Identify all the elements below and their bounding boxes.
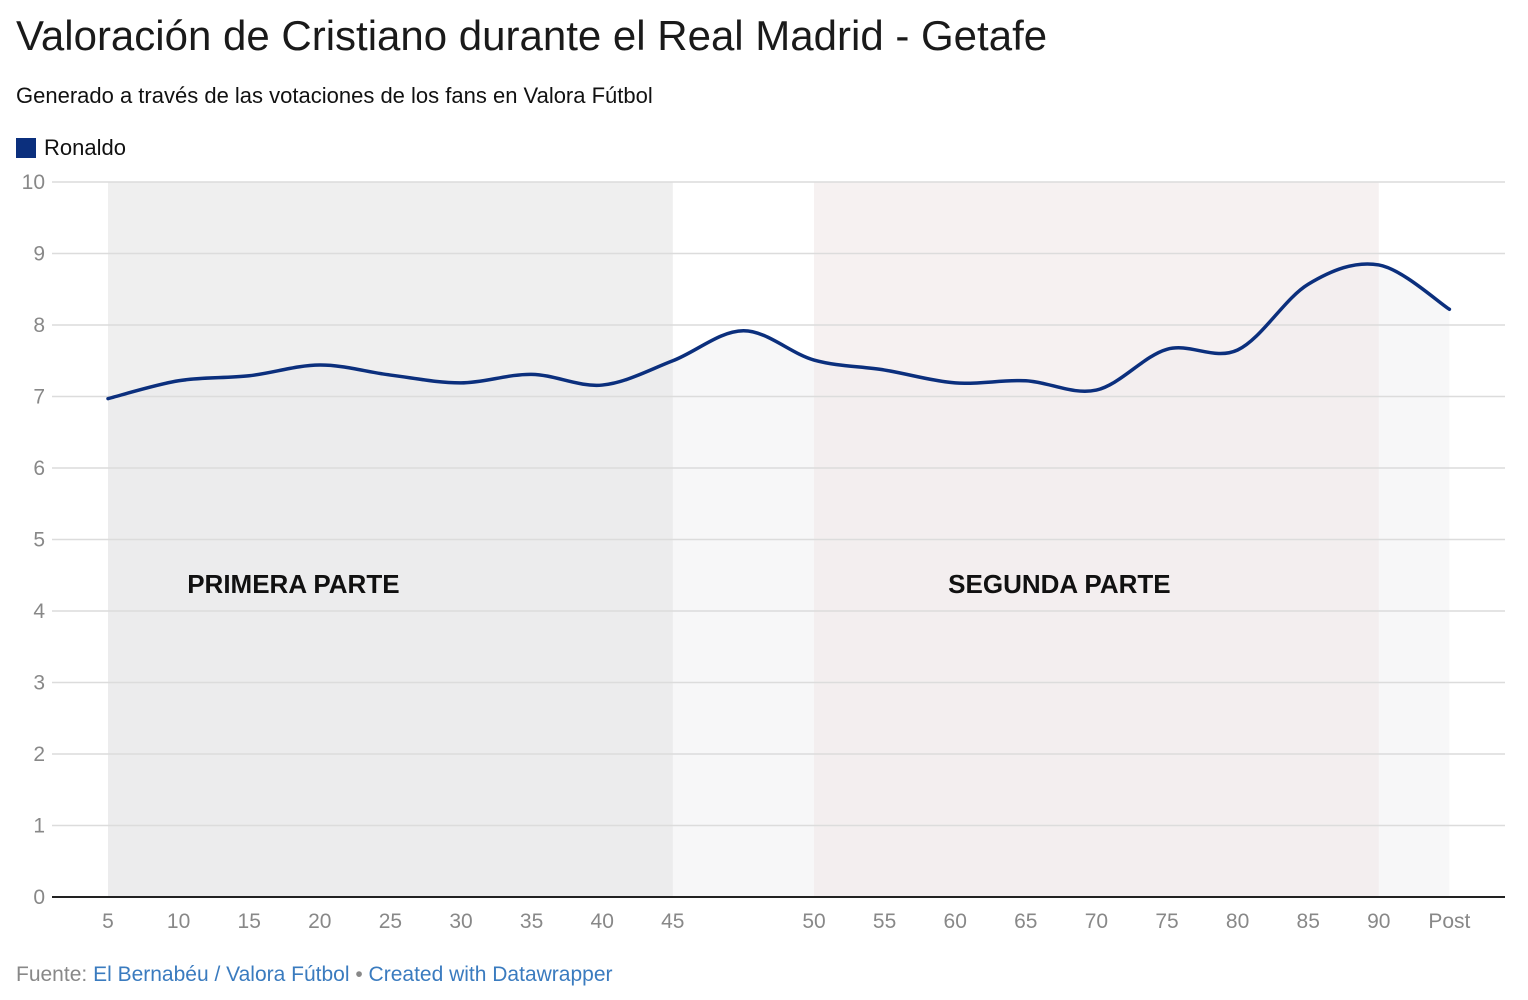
y-tick-label: 2	[33, 743, 45, 766]
data-point	[1377, 263, 1381, 267]
data-point	[177, 379, 181, 383]
datawrapper-link[interactable]: Created with Datawrapper	[368, 963, 613, 986]
separator: •	[355, 963, 363, 986]
x-tick-label: 85	[1297, 910, 1320, 933]
data-point	[106, 397, 110, 401]
x-tick-label: Post	[1428, 910, 1470, 933]
data-point	[671, 359, 675, 363]
x-tick-label: 5	[102, 910, 114, 933]
x-tick-label: 15	[238, 910, 261, 933]
data-point	[1094, 388, 1098, 392]
y-tick-label: 9	[33, 243, 45, 266]
x-tick-label: 60	[944, 910, 967, 933]
x-tick-label: 25	[379, 910, 402, 933]
x-tick-label: 75	[1155, 910, 1178, 933]
chart-title: Valoración de Cristiano durante el Real …	[16, 12, 1048, 59]
footer: Fuente: El Bernabéu / Valora Fútbol • Cr…	[16, 963, 613, 987]
data-point	[1447, 307, 1451, 311]
data-point	[1236, 348, 1240, 352]
data-point	[388, 373, 392, 377]
x-tick-label: 20	[308, 910, 331, 933]
legend-label: Ronaldo	[44, 135, 126, 160]
legend-swatch	[16, 138, 36, 158]
series-line-ronaldo	[106, 262, 1452, 401]
y-tick-label: 5	[33, 529, 45, 552]
data-point	[812, 358, 816, 362]
y-tick-label: 1	[33, 815, 45, 838]
x-tick-label: 45	[661, 910, 684, 933]
y-tick-label: 4	[33, 600, 45, 623]
x-tick-label: 40	[591, 910, 614, 933]
data-point	[741, 329, 745, 333]
x-tick-label: 55	[873, 910, 896, 933]
x-tick-label: 35	[520, 910, 543, 933]
data-point	[1165, 347, 1169, 351]
source-label: Fuente:	[16, 963, 88, 986]
data-point	[1306, 282, 1310, 286]
data-point	[530, 372, 534, 376]
x-tick-label: 10	[167, 910, 190, 933]
y-tick-label: 6	[33, 457, 45, 480]
y-tick-label: 7	[33, 386, 45, 409]
band-label: PRIMERA PARTE	[187, 569, 399, 599]
data-point	[318, 363, 322, 367]
data-point	[1024, 379, 1028, 383]
x-tick-label: 80	[1226, 910, 1249, 933]
source-link[interactable]: El Bernabéu / Valora Fútbol	[93, 963, 350, 986]
y-tick-label: 0	[33, 886, 45, 909]
x-tick-label: 65	[1014, 910, 1037, 933]
x-tick-label: 90	[1367, 910, 1390, 933]
data-point	[953, 381, 957, 385]
data-point	[600, 383, 604, 387]
x-tick-label: 70	[1085, 910, 1108, 933]
y-tick-label: 3	[33, 672, 45, 695]
y-tick-label: 8	[33, 314, 45, 337]
x-tick-label: 30	[449, 910, 472, 933]
band-label: SEGUNDA PARTE	[948, 569, 1170, 599]
chart-subtitle: Generado a través de las votaciones de l…	[16, 83, 653, 108]
data-point	[247, 374, 251, 378]
data-point	[883, 368, 887, 372]
y-tick-label: 10	[22, 171, 45, 194]
legend: Ronaldo	[16, 135, 126, 161]
data-point	[459, 381, 463, 385]
x-tick-label: 50	[802, 910, 825, 933]
